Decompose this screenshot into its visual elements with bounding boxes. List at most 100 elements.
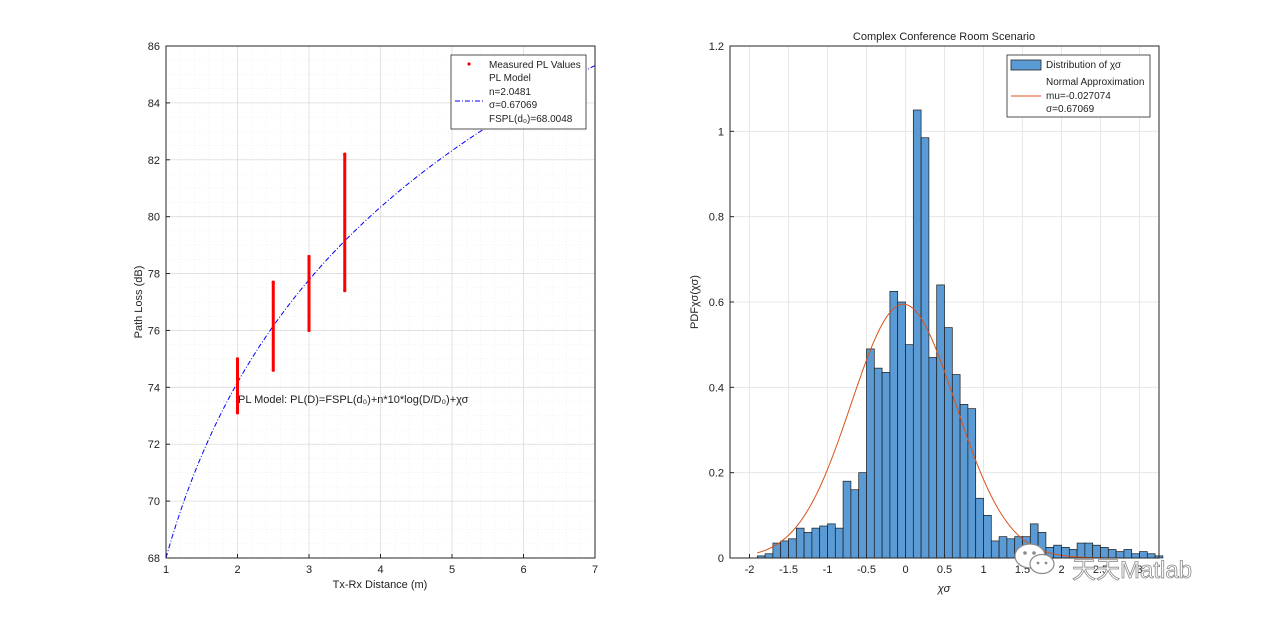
watermark-text: 天天Matlab	[1072, 557, 1192, 584]
normal-approximation-curve	[757, 303, 1148, 559]
histogram-bar	[983, 514, 992, 559]
pl-model-equation: PL Model: PL(D)=FSPL(d₀)+n*10*log(D/D₀)+…	[238, 394, 469, 406]
legend-entry-mu: mu=-0.027074	[1046, 91, 1111, 102]
legend-marker-measured	[467, 62, 471, 66]
right-xlabel: χσ	[937, 583, 951, 595]
histogram-bar	[951, 374, 961, 559]
histogram-bar	[975, 497, 984, 559]
right-plot: -2 -1.5 -1 -0.5 0 0.5 1 1.5 2 2.5 300.20.40.60.811…	[689, 31, 1164, 595]
measured-point-max	[235, 357, 240, 361]
right-ticks: -2 -1.5 -1 -0.5 0 0.5 1 1.5 2 2.5 300.20.40.60.811…	[709, 41, 1143, 576]
legend-swatch-histogram	[1010, 59, 1042, 71]
right-ytick-label: 0.8	[709, 212, 724, 224]
right-xtick-label: 0	[902, 564, 908, 576]
wechat-icon	[1014, 543, 1055, 575]
right-ytick-label: 0.6	[709, 297, 724, 309]
right-ytick-label: 0.4	[709, 382, 724, 394]
histogram-bar	[819, 525, 828, 559]
histogram-bar	[912, 109, 922, 559]
histogram-bar	[897, 301, 906, 559]
left-ytick-label: 74	[148, 382, 160, 394]
watermark: 天天Matlab	[1014, 543, 1192, 584]
histogram-bar	[920, 137, 930, 559]
legend-entry-model: PL Model	[489, 73, 531, 84]
left-ytick-label: 78	[148, 269, 160, 281]
measured-point-max	[343, 152, 347, 156]
left-ytick-label: 86	[148, 41, 160, 53]
left-xtick-label: 7	[592, 564, 598, 576]
histogram-bar	[990, 540, 1000, 559]
right-xtick-label: 1	[980, 564, 986, 576]
histogram-bar	[850, 489, 860, 559]
measured-point-max	[271, 280, 275, 284]
right-ytick-label: 0	[718, 553, 724, 565]
right-ytick-label: 0.2	[709, 468, 724, 480]
left-ytick-label: 80	[148, 212, 160, 224]
left-xtick-label: 3	[306, 564, 312, 576]
left-gridlines	[165, 45, 596, 559]
histogram-bar	[1006, 538, 1016, 559]
right-legend: Distribution of χσ Normal Approximation …	[1006, 54, 1151, 118]
histogram-bar	[881, 372, 891, 559]
histogram-bar	[795, 527, 805, 559]
legend-entry-n: n=2.0481	[489, 87, 531, 98]
histogram-bar	[780, 540, 789, 559]
histogram-bar	[936, 284, 945, 559]
left-measured-points	[235, 152, 347, 415]
legend-entry-normal: Normal Approximation	[1046, 77, 1144, 88]
histogram-bar	[788, 538, 797, 559]
histogram-bar	[1053, 544, 1062, 559]
histogram-bar	[858, 472, 867, 559]
left-ytick-label: 76	[148, 325, 160, 337]
measured-point-min	[271, 368, 275, 372]
left-xtick-label: 4	[377, 564, 383, 576]
left-ytick-label: 82	[148, 155, 160, 167]
right-ytick-label: 1.2	[709, 41, 724, 53]
right-xtick-label: 3	[1136, 564, 1142, 576]
normal-curve-group	[757, 303, 1148, 559]
histogram-bar	[1076, 542, 1086, 559]
histogram-bar	[967, 408, 977, 559]
histogram-bar	[811, 527, 821, 559]
histogram-bar	[998, 536, 1008, 559]
histogram-bar	[928, 357, 938, 559]
histogram-bar	[772, 542, 782, 559]
histogram-bar	[842, 480, 852, 559]
left-xtick-label: 5	[449, 564, 455, 576]
histogram-bar	[889, 290, 899, 559]
left-ytick-label: 84	[148, 98, 160, 110]
histogram-bar	[827, 523, 836, 559]
left-xtick-label: 6	[520, 564, 526, 576]
left-legend-box	[450, 54, 587, 130]
left-ytick-label: 68	[148, 553, 160, 565]
right-ytick-label: 1	[718, 126, 724, 138]
right-xtick-label: 2	[1058, 564, 1064, 576]
measured-point-min	[343, 289, 347, 293]
left-xtick-label: 1	[163, 564, 169, 576]
legend-entry-distribution: Distribution of χσ	[1046, 60, 1122, 71]
right-title: Complex Conference Room Scenario	[853, 31, 1035, 43]
histogram-bar	[866, 348, 875, 559]
measured-point-max	[307, 254, 311, 259]
left-plot: 1 2 3 4 5 6 7 68 70 72 74 76 78 80 82 84 86 Tx-Rx Distan…	[133, 41, 598, 591]
left-ylabel: Path Loss (dB)	[133, 266, 145, 339]
histogram-bar	[873, 367, 883, 559]
right-xtick-label: -1	[823, 564, 833, 576]
histogram-bar	[905, 344, 914, 559]
right-ylabel: PDFχσ(χσ)	[689, 275, 701, 329]
measured-point-min	[235, 411, 240, 415]
histogram-bar	[1084, 542, 1094, 559]
legend-entry-fspl: FSPL(d₀)=68.0048	[489, 114, 573, 125]
legend-entry-sigma: σ=0.67069	[489, 100, 538, 111]
right-xtick-label: -2	[745, 564, 755, 576]
histogram-bar	[803, 532, 813, 559]
legend-entry-sigma-right: σ=0.67069	[1046, 104, 1095, 115]
legend-entry-measured: Measured PL Values	[489, 60, 581, 71]
measured-point-min	[307, 328, 311, 333]
right-xtick-label: -1.5	[779, 564, 798, 576]
histogram-bar	[834, 527, 844, 559]
left-xlabel: Tx-Rx Distance (m)	[333, 579, 428, 591]
histogram-bar	[764, 553, 774, 559]
right-xtick-label: 0.5	[937, 564, 952, 576]
